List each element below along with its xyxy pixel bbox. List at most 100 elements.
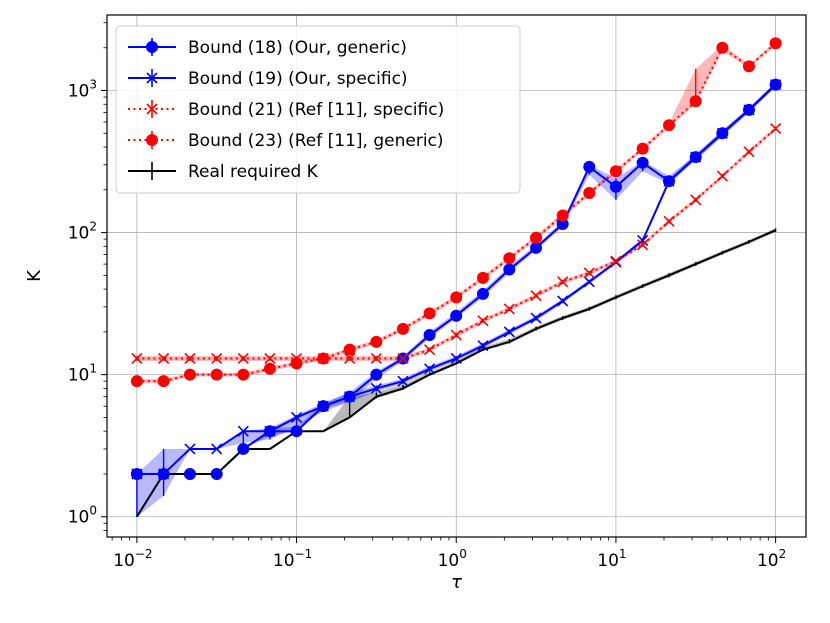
data-point [503,303,515,315]
data-point [663,119,676,132]
data-point [264,425,276,437]
data-point [317,400,329,412]
data-point [264,352,276,365]
legend-label: Bound (19) (Our, specific) [188,69,408,89]
data-point [530,312,542,324]
data-point [557,276,569,288]
data-point [690,151,702,163]
data-point [370,335,383,348]
data-point [184,352,196,365]
legend: Bound (18) (Our, generic) Bound (19) (Our… [115,25,521,194]
data-point [716,170,728,182]
data-point [157,375,170,388]
data-point [770,122,782,135]
x-tick-label: 102 [757,547,786,571]
data-point [636,142,649,155]
data-point [690,194,702,206]
legend-box [115,25,521,194]
y-axis-label: K [24,269,45,282]
data-point [770,79,782,91]
data-point [397,352,409,365]
data-point [397,375,409,387]
data-point [237,352,249,365]
data-point [184,443,196,455]
data-point [530,231,543,244]
data-point [503,263,516,276]
data-point [423,307,436,320]
data-point [183,368,196,381]
data-point [370,382,382,394]
data-point [131,352,143,365]
data-point [130,375,143,388]
data-point [211,352,223,365]
data-point [370,368,383,381]
legend-marker [146,72,158,84]
data-point [424,344,436,356]
data-point [743,104,755,116]
data-point [396,322,409,335]
data-point [636,156,649,169]
series-markers [130,37,782,480]
data-point [211,443,223,455]
data-point [450,329,462,341]
data-point [210,368,223,381]
data-point [716,41,729,54]
data-point [158,468,170,480]
data-point [583,276,595,288]
data-point [158,352,170,365]
data-point [237,368,250,381]
data-point [183,467,196,480]
data-point [557,295,569,307]
data-point [131,468,143,480]
data-point [450,352,462,365]
axis-ticks: 10−2 10−1 100 101 102 100 101 102 103 [68,22,786,571]
data-point [344,352,356,365]
data-point [503,326,515,338]
data-point [583,186,596,199]
data-point [476,287,489,300]
data-point [424,363,436,375]
data-point [343,343,356,356]
y-tick-label: 101 [68,362,97,386]
data-point [742,60,755,73]
data-point [477,340,489,352]
data-point [743,146,755,158]
data-point [477,315,489,327]
data-point [237,425,249,437]
data-point [689,95,702,108]
data-point [370,352,382,365]
y-tick-label: 103 [68,78,97,102]
data-point [716,127,728,139]
data-point [210,467,223,480]
legend-label: Bound (18) (Our, generic) [188,38,407,58]
data-point [663,175,675,187]
data-point [609,180,622,193]
data-point [476,271,489,284]
data-point [769,37,782,50]
data-point [423,329,436,342]
data-point [583,267,595,279]
data-point [663,215,675,227]
legend-label: Bound (23) (Ref [11], generic) [188,131,444,151]
data-point [290,357,303,370]
data-point [290,411,303,423]
data-point [450,291,463,304]
data-point [530,290,542,302]
data-point [344,391,356,403]
legend-marker [146,41,158,53]
x-tick-label: 100 [438,547,467,571]
data-point [317,352,330,365]
y-tick-label: 102 [68,220,97,244]
legend-marker [146,103,158,115]
data-point [609,165,622,178]
data-point [237,442,250,455]
data-point [556,209,569,222]
x-axis-label: τ [451,572,462,593]
data-point [530,241,543,254]
x-tick-label: 10−1 [273,547,312,571]
legend-label: Real required K [188,162,319,182]
data-point [610,255,622,267]
legend-marker [146,134,158,146]
y-tick-label: 100 [68,504,97,528]
